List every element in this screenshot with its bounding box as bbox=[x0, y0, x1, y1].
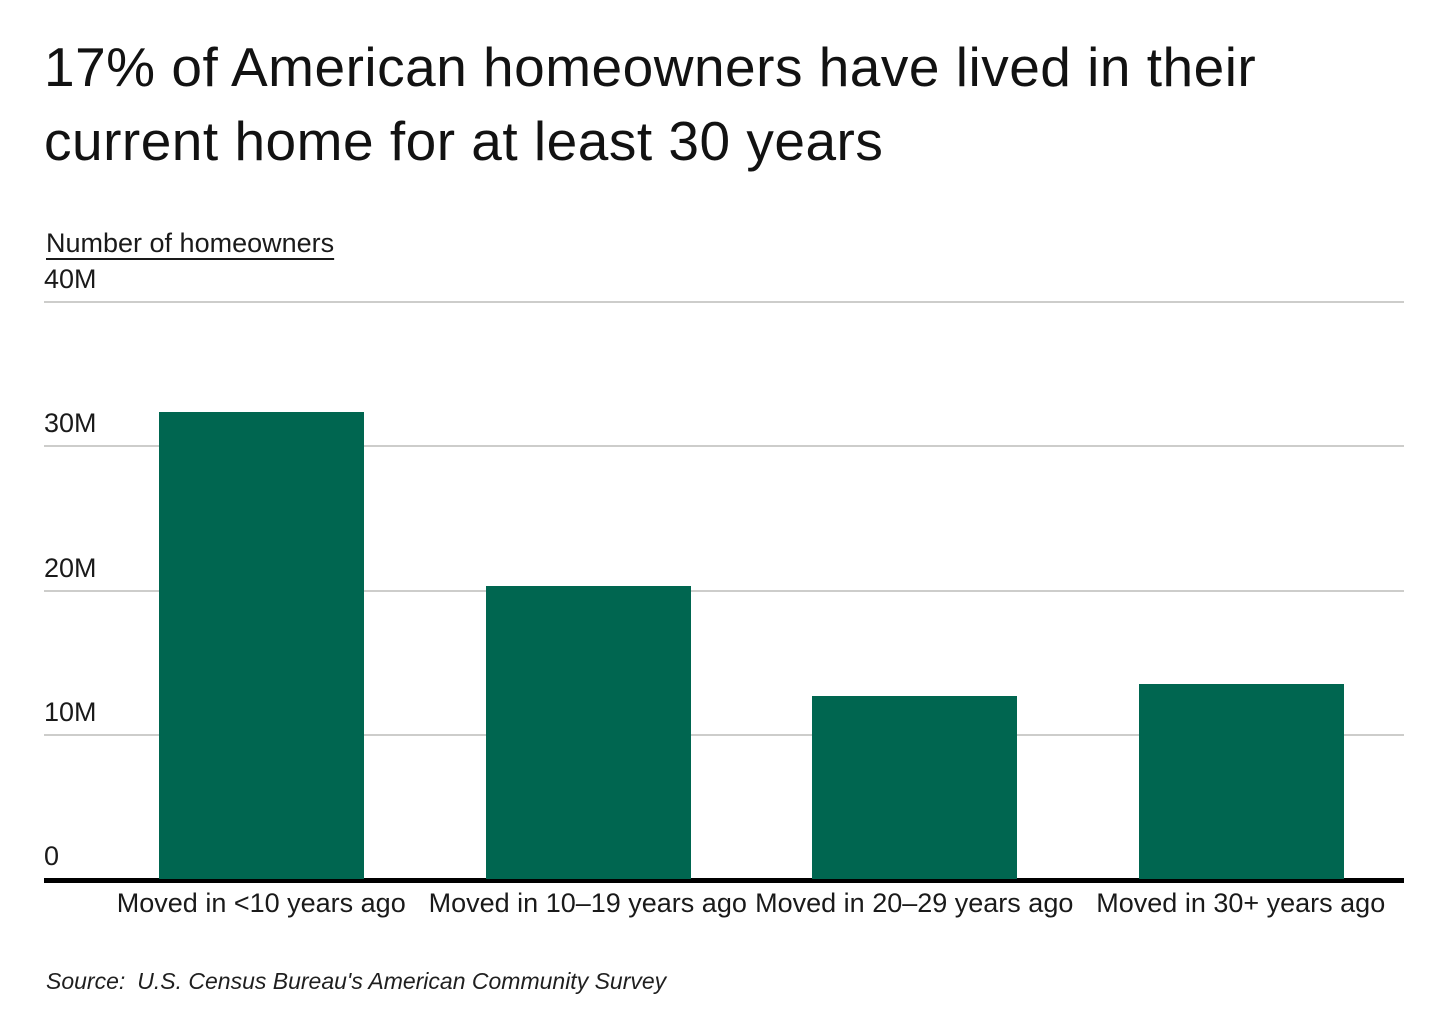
y-tick-label: 20M bbox=[44, 552, 97, 583]
bar-1 bbox=[159, 411, 365, 879]
bar-slot bbox=[751, 302, 1078, 879]
bar-4 bbox=[1138, 684, 1344, 879]
y-tick-label: 30M bbox=[44, 408, 97, 439]
bar-slot bbox=[425, 302, 752, 879]
y-tick-label: 10M bbox=[44, 696, 97, 727]
x-axis-label-4: Moved in 30+ years ago bbox=[1096, 888, 1386, 918]
x-axis-label-1: Moved in <10 years ago bbox=[116, 888, 406, 918]
source-label: Source: bbox=[46, 968, 126, 994]
gridline-40m bbox=[44, 301, 1404, 303]
y-tick-label: 40M bbox=[44, 264, 97, 294]
source-line: Source: U.S. Census Bureau's American Com… bbox=[46, 968, 666, 995]
bar-3 bbox=[812, 695, 1018, 879]
plot-area: 40M 30M 20M 10M 0 bbox=[44, 264, 1404, 883]
bar-2 bbox=[485, 586, 691, 879]
x-axis-label-2: Moved in 10–19 years ago bbox=[428, 888, 747, 918]
chart-title: 17% of American homeowners have lived in… bbox=[44, 36, 1257, 172]
y-axis-title: Number of homeowners bbox=[46, 228, 335, 258]
gridline-30m bbox=[44, 445, 1404, 448]
source-text: U.S. Census Bureau's American Community … bbox=[137, 968, 667, 994]
x-axis-labels: Moved in <10 years ago Moved in 10–19 yea… bbox=[98, 888, 1404, 919]
bars-container bbox=[98, 302, 1404, 879]
gridline-10m bbox=[44, 733, 1404, 736]
y-tick-label: 0 bbox=[44, 841, 60, 871]
gridline-20m bbox=[44, 589, 1404, 592]
bar-slot bbox=[98, 302, 425, 879]
x-axis-line bbox=[44, 878, 1404, 883]
x-axis-label-3: Moved in 20–29 years ago bbox=[755, 888, 1074, 918]
bar-slot bbox=[1078, 302, 1405, 879]
